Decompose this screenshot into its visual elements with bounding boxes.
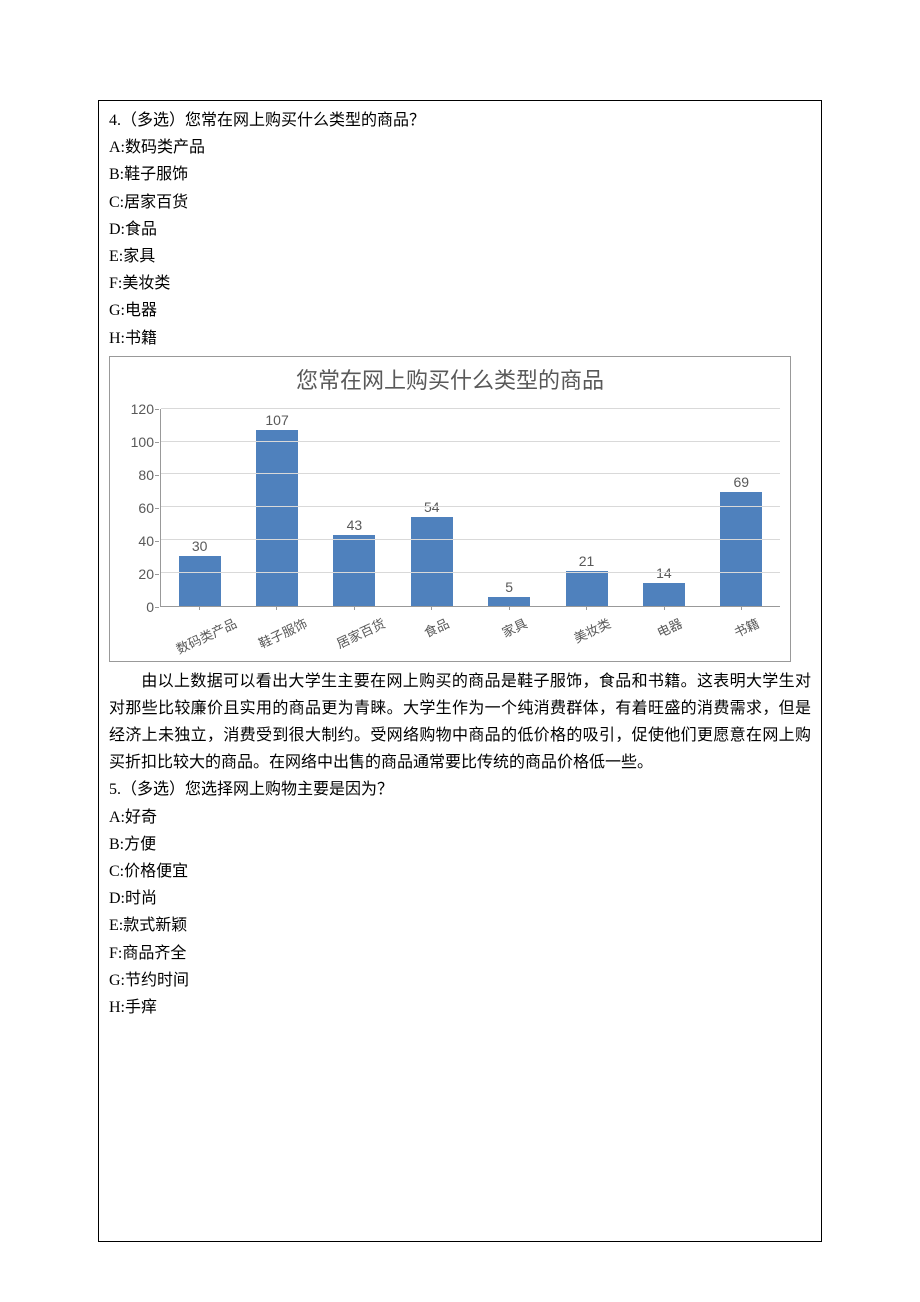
x-label-slot: 美妆类 <box>548 607 626 657</box>
grid-line <box>161 506 780 507</box>
y-tick-label: 20 <box>138 566 154 582</box>
x-label-slot: 电器 <box>625 607 703 657</box>
y-tick-label: 60 <box>138 500 154 516</box>
x-label-slot: 数码类产品 <box>160 607 238 657</box>
bar-value-label: 30 <box>192 538 208 556</box>
bar-value-label: 21 <box>579 553 595 571</box>
q4-option-d: D:食品 <box>109 216 811 243</box>
page-frame: 4.（多选）您常在网上购买什么类型的商品？ A:数码类产品 B:鞋子服饰 C:居… <box>98 100 822 1242</box>
y-tick-label: 100 <box>131 434 154 450</box>
q4-option-c: C:居家百货 <box>109 189 811 216</box>
bar: 43 <box>333 535 375 606</box>
bar: 69 <box>720 492 762 605</box>
q5-option-g: G:节约时间 <box>109 967 811 994</box>
q5-option-a: A:好奇 <box>109 804 811 831</box>
q4-analysis-text: 由以上数据可以看出大学生主要在网上购买的商品是鞋子服饰，食品和书籍。这表明大学生… <box>109 673 811 772</box>
x-category-label: 家具 <box>498 613 530 641</box>
q4-question: 4.（多选）您常在网上购买什么类型的商品？ <box>109 107 811 134</box>
q5-option-f: F:商品齐全 <box>109 940 811 967</box>
q5-option-d: D:时尚 <box>109 885 811 912</box>
q4-option-g: G:电器 <box>109 297 811 324</box>
bar-value-label: 43 <box>347 517 363 535</box>
grid-line <box>161 539 780 540</box>
q4-option-f: F:美妆类 <box>109 270 811 297</box>
x-label-slot: 家具 <box>470 607 548 657</box>
bar-slot: 14 <box>625 409 702 606</box>
q5-option-b: B:方便 <box>109 831 811 858</box>
q5-question: 5.（多选）您选择网上购物主要是因为？ <box>109 776 811 803</box>
q4-option-e: E:家具 <box>109 243 811 270</box>
chart-y-axis: 020406080100120 <box>110 409 160 607</box>
bar: 107 <box>256 430 298 606</box>
bar-value-label: 54 <box>424 499 440 517</box>
x-category-label: 美妆类 <box>570 613 613 647</box>
grid-line <box>161 572 780 573</box>
x-category-label: 居家百货 <box>333 613 388 652</box>
bar: 14 <box>643 583 685 606</box>
bar-slot: 21 <box>548 409 625 606</box>
chart-x-labels: 数码类产品鞋子服饰居家百货 食品 家具 美妆类 电器 书籍 <box>160 607 780 657</box>
x-label-slot: 鞋子服饰 <box>238 607 316 657</box>
chart-body: 0 20 40 60 80 100 120 30 107 43 54 5 21 14 69 数码类产品鞋子… <box>110 397 790 657</box>
y-tick-label: 120 <box>131 401 154 417</box>
bar-value-label: 5 <box>505 579 513 597</box>
bar: 30 <box>179 556 221 605</box>
grid-line <box>161 441 780 442</box>
grid-line <box>161 473 780 474</box>
x-label-slot: 居家百货 <box>315 607 393 657</box>
x-category-label: 电器 <box>653 613 685 641</box>
q4-chart: 您常在网上购买什么类型的商品 020406080100120 301074354… <box>109 356 791 662</box>
q4-option-h: H:书籍 <box>109 325 811 352</box>
q5-option-c: C:价格便宜 <box>109 858 811 885</box>
x-label-slot: 食品 <box>393 607 471 657</box>
bar-slot: 69 <box>703 409 780 606</box>
bar: 54 <box>411 517 453 606</box>
bar-slot: 43 <box>316 409 393 606</box>
q5-option-e: E:款式新颖 <box>109 912 811 939</box>
bar-slot: 54 <box>393 409 470 606</box>
grid-line <box>161 408 780 409</box>
chart-title: 您常在网上购买什么类型的商品 <box>110 357 790 397</box>
bar-value-label: 69 <box>734 474 750 492</box>
x-label-slot: 书籍 <box>703 607 781 657</box>
q4-option-a: A:数码类产品 <box>109 134 811 161</box>
bar: 21 <box>566 571 608 605</box>
bar-slot: 107 <box>238 409 315 606</box>
x-category-label: 数码类产品 <box>172 613 239 658</box>
bar-slot: 30 <box>161 409 238 606</box>
q4-analysis: 由以上数据可以看出大学生主要在网上购买的商品是鞋子服饰，食品和书籍。这表明大学生… <box>109 668 811 777</box>
bar: 5 <box>488 597 530 605</box>
q4-option-b: B:鞋子服饰 <box>109 161 811 188</box>
chart-bars: 30 107 43 54 5 21 14 69 <box>161 409 780 606</box>
chart-plot-area: 30 107 43 54 5 21 14 69 <box>160 409 780 607</box>
y-tick-label: 80 <box>138 467 154 483</box>
x-category-label: 书籍 <box>731 613 763 641</box>
bar-value-label: 107 <box>265 412 288 430</box>
y-tick-label: 0 <box>146 599 154 615</box>
bar-value-label: 14 <box>656 565 672 583</box>
x-category-label: 食品 <box>421 613 453 641</box>
q5-option-h: H:手痒 <box>109 994 811 1021</box>
bar-slot: 5 <box>471 409 548 606</box>
x-category-label: 鞋子服饰 <box>255 613 310 652</box>
y-tick-label: 40 <box>138 533 154 549</box>
